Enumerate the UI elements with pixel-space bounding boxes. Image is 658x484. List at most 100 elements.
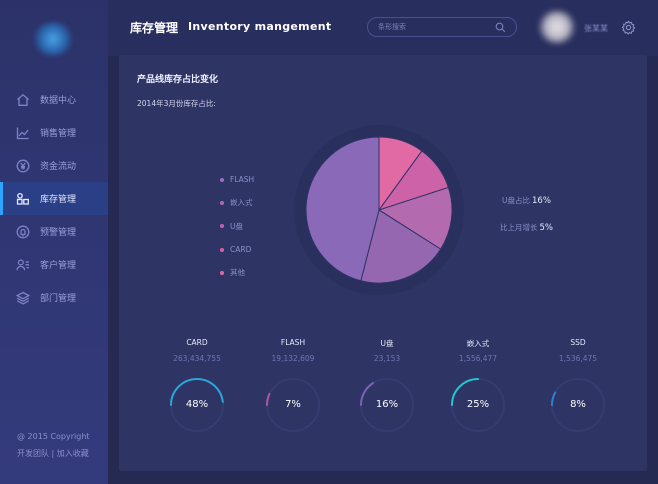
legend-label: CARD: [230, 245, 252, 255]
card-title: 产品线库存占比变化: [137, 75, 219, 85]
gauge-ring: 16%: [357, 375, 417, 435]
sidebar-item-label: 数据中心: [40, 96, 77, 106]
sidebar-nav: 数据中心 销售管理 资金流动 库存管理 预警管理 客户管理 部门管理: [0, 83, 108, 314]
legend-dot: [220, 200, 224, 205]
gauge-percent: 8%: [570, 399, 586, 410]
sidebar-item-data-center[interactable]: 数据中心: [0, 83, 108, 116]
search-icon[interactable]: [495, 22, 506, 33]
line-chart-icon: [16, 127, 29, 139]
inventory-card: 产品线库存占比变化 2014年3月份库存占比: FLASH 嵌入式 U盘 CAR…: [119, 55, 647, 471]
gauge-ring: 25%: [448, 375, 508, 435]
gauge-progress: [266, 378, 320, 432]
gauge-label: SSD: [570, 338, 586, 347]
gauge-percent: 48%: [185, 399, 209, 410]
gauge-label: FLASH: [280, 338, 306, 347]
gauge-ring-svg: [266, 378, 320, 432]
gauge-ssd: SSD 1,536,475 8%: [538, 338, 618, 435]
gauge-value: 263,434,755: [173, 354, 221, 363]
avatar[interactable]: [538, 10, 576, 44]
gauge-ring: 7%: [263, 375, 323, 435]
sidebar-item-label: 预警管理: [40, 228, 77, 238]
pie-slice-3[interactable]: [360, 209, 442, 284]
growth-label: 比上月增长: [500, 223, 538, 232]
growth-stat: 比上月增长 5%: [500, 222, 553, 233]
gauge-udisk: U盘 23,153 16%: [347, 338, 427, 435]
chart-legend: FLASH 嵌入式 U盘 CARD 其他: [220, 168, 254, 284]
sidebar-item-funds[interactable]: 资金流动: [0, 149, 108, 182]
legend-dot: [220, 177, 224, 182]
sidebar-footer: @ 2015 Copyright 开发团队 | 加入收藏: [17, 428, 90, 462]
yen-icon: [16, 159, 30, 172]
gauge-percent: 16%: [375, 399, 399, 410]
gauge-value: 1,536,475: [558, 354, 598, 363]
search-input[interactable]: [378, 20, 488, 34]
gauge-progress: [451, 378, 505, 432]
pie-slice-4[interactable]: [305, 136, 380, 282]
gauge-progress: [170, 378, 224, 432]
legend-dot: [220, 224, 224, 229]
legend-item: CARD: [220, 238, 254, 261]
gauge-percent: 25%: [466, 399, 490, 410]
sidebar-item-inventory[interactable]: 库存管理: [0, 182, 108, 215]
gear-icon[interactable]: [621, 20, 636, 35]
gauge-ring-svg: [360, 378, 414, 432]
gauge-row: CARD 263,434,755 48% FLASH 19,132,609 7%…: [157, 338, 637, 448]
header: 库存管理 Inventory mangement 张某某: [108, 0, 658, 56]
layers-icon: [16, 291, 30, 305]
gauge-value: 1,556,477: [458, 354, 498, 363]
sidebar-item-customers[interactable]: 客户管理: [0, 248, 108, 281]
sidebar-item-departments[interactable]: 部门管理: [0, 281, 108, 314]
legend-label: 嵌入式: [230, 198, 253, 208]
pie-chart: [294, 125, 464, 295]
sidebar-item-sales[interactable]: 销售管理: [0, 116, 108, 149]
gauge-card: CARD 263,434,755 48%: [157, 338, 237, 435]
page-title-en: Inventory mangement: [188, 20, 332, 33]
search-box[interactable]: [367, 17, 517, 37]
sidebar-item-label: 销售管理: [40, 129, 77, 139]
gauge-percent: 7%: [285, 399, 301, 410]
gauge-ring-svg: [451, 378, 505, 432]
bell-icon: [16, 225, 30, 238]
legend-item: 其他: [220, 261, 254, 284]
legend-item: U盘: [220, 215, 254, 238]
card-subtitle: 2014年3月份库存占比:: [137, 99, 216, 108]
gauge-ring: 8%: [548, 375, 608, 435]
sidebar-item-alerts[interactable]: 预警管理: [0, 215, 108, 248]
gauge-label: CARD: [186, 338, 208, 347]
legend-label: FLASH: [230, 175, 255, 185]
gauge-embedded: 嵌入式 1,556,477 25%: [438, 338, 518, 435]
legend-dot: [220, 270, 224, 275]
footer-links[interactable]: 开发团队 | 加入收藏: [17, 449, 89, 458]
gauge-ring: 48%: [167, 375, 227, 435]
gauge-ring-svg: [170, 378, 224, 432]
copyright-text: @ 2015 Copyright: [17, 432, 90, 441]
boxes-icon: [16, 192, 29, 205]
pie-slice-2[interactable]: [377, 186, 453, 250]
growth-value: 5%: [539, 223, 554, 233]
legend-item: FLASH: [220, 168, 254, 191]
sidebar-item-label: 资金流动: [40, 162, 77, 172]
sidebar-item-label: 部门管理: [40, 294, 77, 304]
page-title: 库存管理: [130, 21, 179, 35]
legend-dot: [220, 247, 224, 252]
gauge-progress: [551, 378, 605, 432]
legend-item: 嵌入式: [220, 191, 254, 214]
sidebar: 数据中心 销售管理 资金流动 库存管理 预警管理 客户管理 部门管理 @ 201…: [0, 0, 108, 484]
gauge-label: U盘: [380, 339, 394, 348]
user-list-icon: [16, 258, 29, 270]
gauge-value: 19,132,609: [271, 354, 315, 363]
gauge-value: 23,153: [373, 354, 401, 363]
gauge-flash: FLASH 19,132,609 7%: [253, 338, 333, 435]
logo: [32, 22, 74, 56]
sidebar-item-label: 库存管理: [40, 195, 77, 205]
sidebar-item-label: 客户管理: [40, 261, 77, 271]
legend-label: U盘: [230, 221, 243, 231]
home-icon: [17, 93, 29, 106]
gauge-ring-svg: [551, 378, 605, 432]
username[interactable]: 张某某: [584, 24, 608, 33]
share-value: 16%: [532, 196, 551, 206]
share-label: U盘占比: [502, 196, 530, 205]
gauge-progress: [360, 378, 414, 432]
legend-label: 其他: [230, 268, 245, 278]
gauge-label: 嵌入式: [466, 339, 490, 348]
